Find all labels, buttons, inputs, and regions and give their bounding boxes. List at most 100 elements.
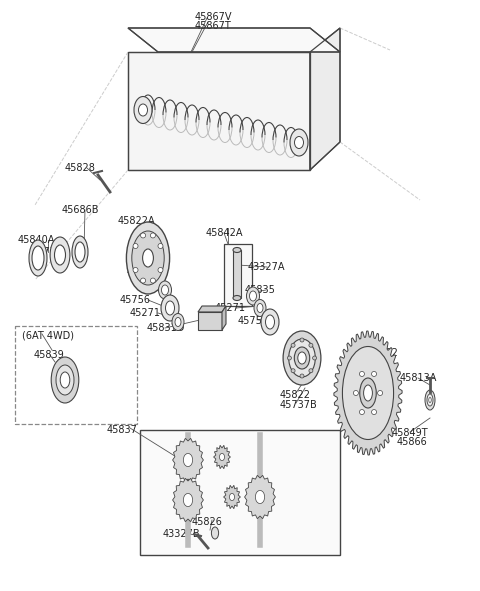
Circle shape [300, 374, 304, 378]
Circle shape [360, 410, 364, 414]
Ellipse shape [172, 313, 184, 330]
Text: 45842A: 45842A [206, 228, 243, 238]
Text: 45271: 45271 [130, 308, 161, 318]
Text: 45826: 45826 [192, 517, 223, 527]
Circle shape [150, 278, 156, 283]
Text: 45271: 45271 [215, 303, 246, 313]
Text: 45828: 45828 [65, 163, 96, 173]
Ellipse shape [132, 231, 164, 285]
Text: 45822: 45822 [280, 390, 311, 400]
Bar [140, 430, 340, 555]
Polygon shape [198, 312, 222, 330]
Bar [224, 244, 252, 306]
Ellipse shape [161, 295, 179, 321]
Text: 45686B: 45686B [62, 205, 99, 215]
Text: 45835: 45835 [127, 267, 158, 277]
Ellipse shape [255, 491, 264, 504]
Polygon shape [222, 306, 226, 330]
Circle shape [372, 410, 376, 414]
Text: 45832: 45832 [368, 348, 399, 358]
Text: 45756: 45756 [120, 295, 151, 305]
Ellipse shape [233, 248, 241, 252]
Circle shape [150, 233, 156, 238]
Ellipse shape [342, 346, 394, 440]
Ellipse shape [51, 357, 79, 403]
Ellipse shape [294, 347, 310, 369]
Ellipse shape [32, 246, 44, 270]
Circle shape [312, 356, 317, 360]
Ellipse shape [229, 493, 235, 501]
Circle shape [133, 243, 138, 248]
Ellipse shape [364, 385, 372, 401]
Text: 45839: 45839 [34, 350, 65, 360]
Text: 45867T: 45867T [195, 21, 232, 31]
Circle shape [309, 369, 313, 373]
Ellipse shape [429, 398, 431, 402]
Circle shape [291, 369, 295, 373]
Ellipse shape [72, 236, 88, 268]
Ellipse shape [425, 390, 435, 410]
Circle shape [158, 268, 163, 272]
Ellipse shape [75, 242, 85, 262]
Ellipse shape [265, 315, 275, 329]
Circle shape [360, 372, 364, 376]
Circle shape [141, 278, 145, 283]
Text: 45835: 45835 [245, 285, 276, 295]
Text: 45840A: 45840A [18, 235, 55, 245]
Text: 45822A: 45822A [118, 216, 156, 226]
Ellipse shape [161, 285, 168, 295]
Ellipse shape [183, 493, 192, 506]
Text: 45813A: 45813A [400, 373, 437, 383]
Ellipse shape [261, 309, 279, 335]
Ellipse shape [183, 453, 192, 467]
Circle shape [158, 243, 163, 248]
Ellipse shape [233, 296, 241, 300]
Text: 43327A: 43327A [248, 262, 286, 272]
Ellipse shape [298, 352, 306, 364]
Ellipse shape [288, 339, 315, 377]
Ellipse shape [166, 301, 175, 315]
Ellipse shape [427, 394, 433, 406]
Ellipse shape [55, 245, 65, 265]
Ellipse shape [29, 240, 47, 276]
Text: 45837: 45837 [107, 425, 138, 435]
Polygon shape [224, 485, 240, 509]
Ellipse shape [254, 300, 266, 317]
Ellipse shape [211, 527, 218, 539]
Ellipse shape [247, 287, 260, 305]
Ellipse shape [143, 249, 154, 267]
Text: 45756: 45756 [238, 316, 269, 326]
Ellipse shape [175, 317, 181, 326]
Circle shape [133, 268, 138, 272]
Text: 45866: 45866 [397, 437, 428, 447]
Text: 45737B: 45737B [32, 247, 70, 257]
Circle shape [141, 233, 145, 238]
Text: 45867V: 45867V [195, 12, 232, 22]
Polygon shape [173, 439, 204, 482]
Circle shape [353, 391, 359, 395]
Ellipse shape [126, 222, 169, 294]
Text: 45831D: 45831D [147, 323, 185, 333]
Polygon shape [214, 445, 230, 469]
Ellipse shape [134, 96, 152, 124]
Ellipse shape [250, 291, 256, 301]
Bar [15, 326, 137, 424]
Polygon shape [198, 306, 226, 312]
Circle shape [378, 391, 383, 395]
Text: 43327B: 43327B [163, 529, 201, 539]
Text: 45849T: 45849T [392, 428, 429, 438]
Ellipse shape [60, 372, 70, 388]
Polygon shape [128, 28, 340, 52]
Polygon shape [310, 28, 340, 170]
Ellipse shape [295, 137, 303, 148]
Ellipse shape [290, 129, 308, 156]
Circle shape [372, 372, 376, 376]
Ellipse shape [139, 104, 147, 116]
Ellipse shape [257, 304, 263, 313]
Ellipse shape [50, 237, 70, 273]
Circle shape [300, 338, 304, 342]
Polygon shape [128, 52, 310, 170]
Ellipse shape [158, 281, 171, 299]
Text: (6AT 4WD): (6AT 4WD) [22, 330, 74, 340]
Ellipse shape [56, 365, 74, 395]
